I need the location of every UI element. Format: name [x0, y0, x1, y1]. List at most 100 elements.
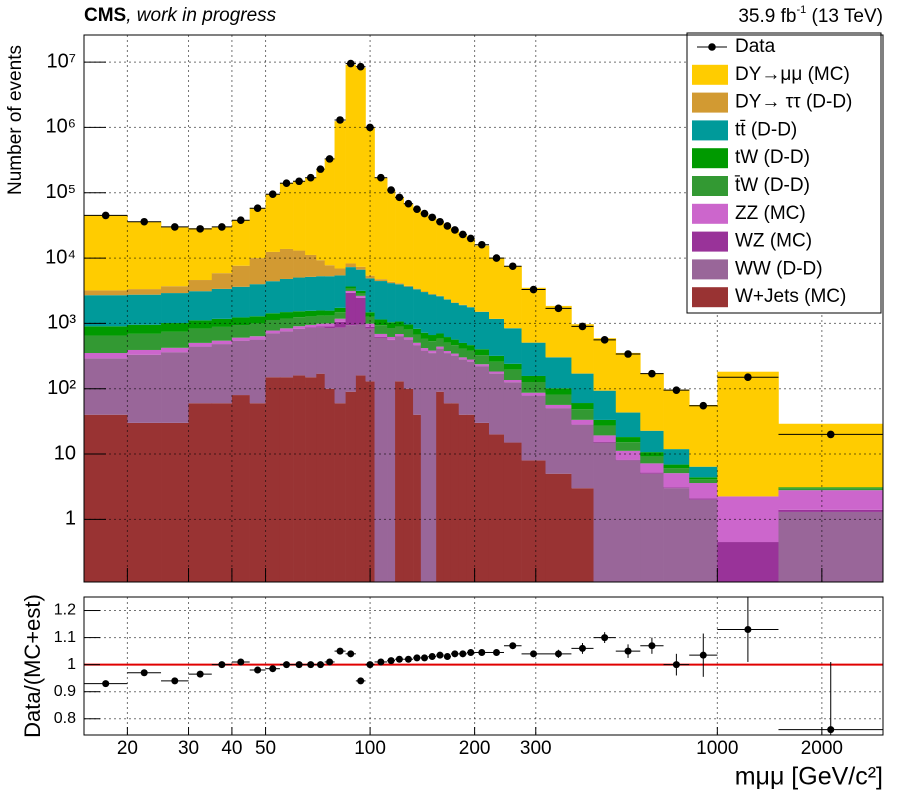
stack-segment	[664, 487, 690, 488]
data-point	[218, 223, 226, 231]
stack-segment	[346, 392, 357, 584]
y-tick-label: 1	[67, 656, 76, 673]
stack-segment	[293, 375, 305, 584]
stack-segment	[266, 331, 281, 334]
stack-segment	[778, 487, 883, 488]
stack-segment	[428, 351, 436, 353]
stack-segment	[375, 338, 388, 584]
ratio-point	[367, 661, 374, 668]
stack-segment	[459, 305, 467, 343]
stack-segment	[189, 347, 213, 404]
y-tick-label: 10⁶	[46, 116, 76, 138]
stack-segment	[356, 267, 366, 270]
stack-segment	[280, 332, 293, 378]
stack-segment	[335, 403, 346, 584]
stack-segment	[189, 403, 213, 584]
stack-segment	[212, 403, 232, 584]
stack-segment	[325, 311, 335, 316]
stack-segment	[189, 280, 213, 291]
stack-segment	[504, 443, 522, 584]
stack-segment	[504, 266, 522, 328]
data-point	[396, 194, 404, 202]
stack-segment	[395, 284, 404, 321]
stack-segment	[356, 270, 366, 291]
stack-segment	[640, 431, 664, 452]
ratio-point	[673, 661, 680, 668]
ratio-point	[467, 649, 474, 656]
stack-segment	[436, 339, 444, 347]
stack-segment	[250, 284, 266, 316]
x-tick-label: 50	[255, 738, 276, 759]
stack-segment	[571, 488, 593, 584]
stack-segment	[84, 215, 128, 290]
x-tick-label: 40	[221, 738, 242, 759]
stack-segment	[522, 393, 546, 396]
data-point	[102, 212, 110, 220]
legend-swatch	[692, 176, 728, 196]
stack-segment	[335, 319, 346, 322]
legend-label: Data	[735, 36, 776, 57]
legend-marker	[708, 43, 716, 51]
stack-segment	[250, 403, 266, 584]
data-point	[307, 174, 315, 182]
ratio-point	[509, 642, 516, 649]
stack-segment	[335, 275, 346, 307]
stack-segment	[467, 307, 475, 345]
stack-segment	[335, 121, 346, 268]
stack-segment	[212, 227, 232, 273]
x-tick-label: 100	[354, 738, 386, 759]
stack-segment	[545, 395, 571, 405]
stack-segment	[444, 300, 452, 338]
stack-segment	[404, 389, 414, 584]
ratio-point	[337, 648, 344, 655]
data-point	[196, 225, 204, 233]
ratio-point	[421, 654, 428, 661]
x-tick-label: 2000	[801, 738, 843, 759]
stack-segment	[316, 374, 325, 584]
y-tick-label: 1.1	[54, 629, 76, 646]
data-point	[579, 323, 587, 331]
stack-segment	[459, 235, 467, 305]
stack-segment	[212, 341, 232, 344]
ratio-point	[493, 649, 500, 656]
stack-segment	[266, 281, 281, 313]
stack-segment	[451, 403, 459, 584]
ratio-point	[218, 661, 225, 668]
stack-segment	[395, 381, 404, 584]
data-point	[171, 223, 179, 231]
stack-segment	[545, 405, 571, 408]
stack-segment	[161, 332, 189, 348]
stack-segment	[387, 190, 395, 282]
y-axis-label: Number of events	[5, 45, 26, 195]
ratio-point	[377, 658, 384, 665]
ratio-point	[429, 653, 436, 660]
data-point	[237, 216, 245, 224]
stack-segment	[189, 320, 213, 328]
stack-segment	[444, 343, 452, 351]
stack-segment	[356, 293, 366, 296]
stack-segment	[375, 337, 388, 338]
stack-segment	[127, 325, 161, 334]
stack-segment	[475, 423, 490, 584]
ratio-point	[478, 649, 485, 656]
ratio-point	[405, 656, 412, 663]
stack-segment	[375, 279, 388, 281]
stack-segment	[335, 328, 346, 404]
legend-swatch	[692, 259, 728, 279]
ratio-point	[648, 642, 655, 649]
stack-segment	[594, 435, 617, 442]
stack-segment	[459, 415, 467, 584]
stack-segment	[305, 178, 316, 255]
stack-segment	[395, 334, 404, 336]
stack-segment	[594, 442, 617, 443]
stack-segment	[404, 204, 414, 286]
stack-segment	[436, 222, 444, 296]
title: CMS, work in progress	[84, 5, 277, 26]
stack-segment	[594, 426, 617, 436]
legend-label: DY→ ττ (D-D)	[735, 92, 852, 113]
legend-label: t̄W (D-D)	[734, 175, 810, 196]
stack-segment	[689, 477, 717, 479]
data-point	[377, 174, 385, 182]
stack-segment	[451, 303, 459, 340]
